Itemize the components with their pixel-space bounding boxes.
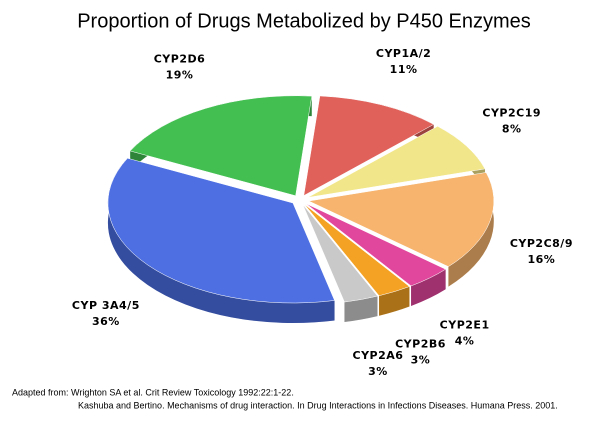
slice-value-label: 36% (92, 315, 120, 328)
chart-title: Proportion of Drugs Metabolized by P450 … (77, 10, 531, 32)
slice (302, 204, 378, 303)
slice-side (344, 296, 378, 323)
slice-label: CYP1A/2 (376, 47, 431, 60)
slice-label: CYP2D6 (154, 52, 206, 65)
slice-value-label: 8% (502, 123, 522, 136)
slice-side-shade (107, 158, 335, 324)
slice-side-shade (344, 296, 378, 323)
slice-value-label: 16% (527, 253, 555, 266)
slice-side (411, 269, 446, 306)
slice (307, 172, 495, 267)
source-note: Kashuba and Bertino. Mechanisms of drug … (78, 400, 558, 410)
slice-label: CYP2B6 (395, 338, 446, 351)
slice-label: CYP2C19 (482, 107, 541, 120)
slice (107, 157, 335, 304)
source-note: Adapted from: Wrighton SA et al. Crit Re… (12, 387, 294, 397)
slice-label: CYP2A6 (353, 349, 404, 362)
slice (304, 204, 410, 297)
slice-value-label: 11% (390, 63, 418, 76)
slice-label: CYP2E1 (440, 318, 490, 331)
slice (129, 95, 313, 197)
slice-value-label: 19% (166, 68, 194, 81)
slice-value-label: 3% (411, 354, 431, 367)
slice-side-shade (411, 269, 446, 306)
slice-label: CYP2C8/9 (510, 237, 573, 250)
slice-side (107, 158, 335, 324)
slice (303, 95, 435, 197)
slice-value-label: 3% (368, 365, 388, 378)
slice (307, 126, 486, 198)
slice-label: CYP 3A4/5 (72, 299, 140, 312)
slice (305, 203, 447, 287)
slice-value-label: 4% (455, 334, 475, 347)
slice-tops (107, 95, 495, 304)
